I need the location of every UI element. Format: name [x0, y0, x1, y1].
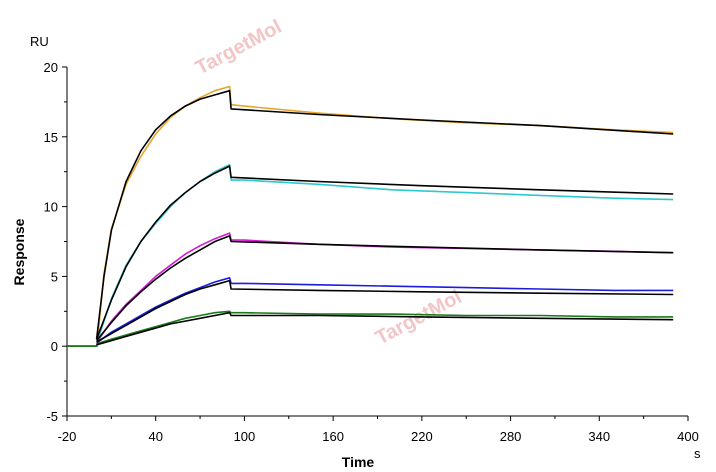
fit-line-5 [96, 311, 674, 346]
y-ticks: -5 0 5 10 15 20 [44, 60, 67, 424]
y-tick-label: 0 [51, 339, 58, 354]
x-unit-label: s [694, 446, 701, 461]
x-tick-label: -20 [58, 429, 77, 444]
y-tick-label: 20 [44, 60, 58, 75]
fit-line-3 [95, 235, 674, 342]
x-axis-title: Time [342, 454, 375, 470]
x-tick-label: 40 [148, 429, 162, 444]
x-tick-label: 100 [234, 429, 256, 444]
y-unit-label: RU [30, 34, 49, 49]
x-tick-label: 220 [411, 429, 433, 444]
fit-layer [95, 89, 674, 346]
y-tick-label: -5 [46, 409, 58, 424]
x-tick-label: 340 [588, 429, 610, 444]
fit-line-1 [95, 89, 674, 340]
watermark-top: TargetMol [192, 16, 285, 80]
y-tick-label: 10 [44, 200, 58, 215]
x-ticks: -20 40 100 160 220 280 340 400 [58, 416, 699, 444]
series-line-4 [67, 276, 674, 348]
x-tick-label: 160 [322, 429, 344, 444]
series-line-5 [67, 310, 674, 348]
y-tick-label: 15 [44, 130, 58, 145]
fit-line-2 [95, 165, 674, 340]
x-tick-label: 400 [677, 429, 699, 444]
fit-line-4 [96, 279, 674, 343]
y-axis-title: Response [11, 218, 27, 285]
x-tick-label: 280 [500, 429, 522, 444]
y-tick-label: 5 [51, 269, 58, 284]
